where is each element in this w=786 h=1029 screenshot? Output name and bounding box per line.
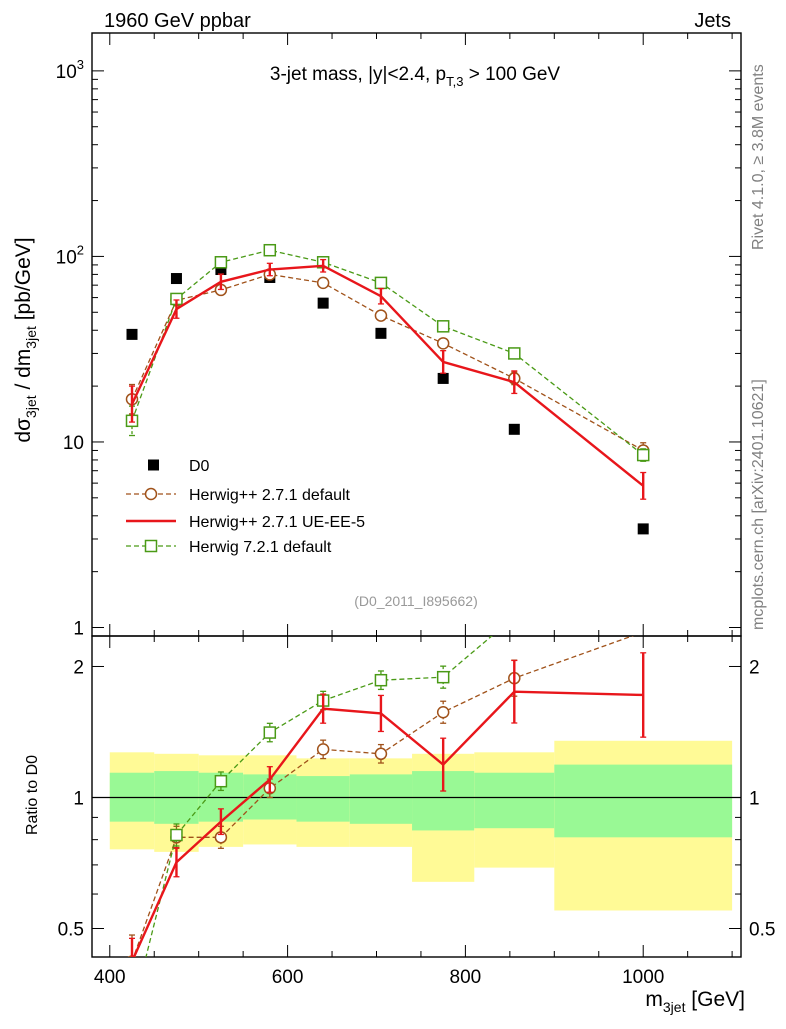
legend-entry: D0	[148, 458, 210, 475]
ratio-y-ticks: 0.5 0.5 1 1 2 2	[58, 657, 776, 940]
legend-label: Herwig++ 2.7.1 UE-EE-5	[189, 514, 365, 531]
legend-label: Herwig++ 2.7.1 default	[189, 487, 351, 504]
y-tick-label-right: 2	[749, 657, 760, 678]
y-tick-label-right: 1	[749, 788, 760, 809]
green-band	[296, 776, 350, 822]
series-line	[130, 264, 644, 487]
ratio-panel: Ratio to D0 m3jet [GeV]	[24, 755, 745, 1015]
green-band	[554, 764, 733, 838]
marker-circle	[316, 743, 330, 756]
y-tick-label: 1	[73, 788, 84, 809]
data-point	[508, 423, 520, 435]
legend-label: D0	[189, 458, 210, 475]
marker-square	[508, 347, 521, 360]
main-panel: 3-jet mass, |y|<2.4, pT,3 > 100 GeV dσ3j…	[12, 64, 560, 609]
y-tick-label: 2	[73, 657, 84, 678]
data-point	[126, 328, 138, 340]
green-band	[349, 774, 413, 824]
y-tick-label: 102	[56, 242, 84, 268]
marker-square	[263, 243, 277, 257]
marker-circle	[316, 276, 330, 290]
legend-entry: Herwig++ 2.7.1 default	[126, 487, 351, 504]
marker-square	[436, 670, 450, 684]
ratio-series	[127, 636, 647, 957]
legend-entry: Herwig 7.2.1 default	[126, 539, 332, 556]
ratio-xlabel: m3jet [GeV]	[645, 988, 745, 1015]
header-left: 1960 GeV ppbar	[104, 10, 251, 32]
chart-marks: 400 600 800 1000 1 10 102 103 0.5 0.5 1 1 2 2 D0 Herwig…	[56, 32, 776, 988]
marker-square	[263, 726, 277, 739]
legend-label: Herwig 7.2.1 default	[189, 539, 332, 556]
legend-marker	[148, 459, 159, 471]
main-ylabel: dσ3jet / dm3jet [pb/GeV]	[12, 237, 39, 442]
series-line	[132, 636, 635, 957]
legend-entry: Herwig++ 2.7.1 UE-EE-5	[126, 514, 365, 531]
main-series	[125, 243, 650, 535]
y-tick-label-right: 0.5	[749, 919, 775, 940]
legend: D0 Herwig++ 2.7.1 default Herwig++ 2.7.1 U…	[126, 458, 365, 556]
ratio-frame	[91, 635, 742, 958]
header-right: Jets	[694, 10, 731, 32]
x-tick-label: 1000	[622, 967, 664, 988]
main-y-ticks: 1 10 102 103	[56, 57, 741, 640]
series-line	[129, 652, 647, 957]
marker-circle	[374, 747, 388, 761]
marker-circle	[436, 705, 450, 719]
ratio-ylabel: Ratio to D0	[24, 755, 41, 835]
data-point	[317, 297, 329, 309]
data-point	[170, 273, 182, 285]
marker-square	[636, 448, 650, 462]
marker-circle	[374, 309, 388, 322]
x-tick-label: 600	[272, 967, 304, 988]
marker-square	[214, 256, 228, 269]
x-tick-label: 400	[94, 967, 126, 988]
ratio-bands	[109, 740, 733, 911]
series-line	[129, 258, 647, 500]
y-tick-label: 1	[73, 619, 84, 640]
series-circle	[125, 268, 650, 459]
mcplots-label: mcplots.cern.ch [arXiv:2401.10621]	[750, 379, 767, 630]
watermark-label: (D0_2011_I895662)	[354, 593, 478, 609]
y-tick-label: 103	[56, 57, 84, 83]
y-tick-label: 10	[63, 433, 84, 454]
marker-square	[374, 276, 388, 290]
data-point	[375, 327, 387, 339]
data-point	[437, 372, 449, 384]
marker-circle	[436, 337, 450, 350]
marker-square	[214, 774, 228, 788]
x-ticks: 400 600 800 1000	[94, 33, 733, 988]
data-point	[215, 264, 227, 276]
marker-square	[374, 673, 388, 687]
main-title: 3-jet mass, |y|<2.4, pT,3 > 100 GeV	[270, 64, 561, 89]
y-tick-label: 0.5	[58, 919, 84, 940]
legend-marker	[144, 539, 158, 553]
marker-square	[170, 828, 183, 842]
rivet-label: Rivet 4.1.0, ≥ 3.8M events	[750, 64, 767, 250]
marker-square	[436, 320, 450, 333]
x-tick-label: 800	[450, 967, 482, 988]
legend-marker	[144, 487, 158, 501]
green-band	[474, 772, 555, 829]
data-point	[637, 523, 649, 535]
